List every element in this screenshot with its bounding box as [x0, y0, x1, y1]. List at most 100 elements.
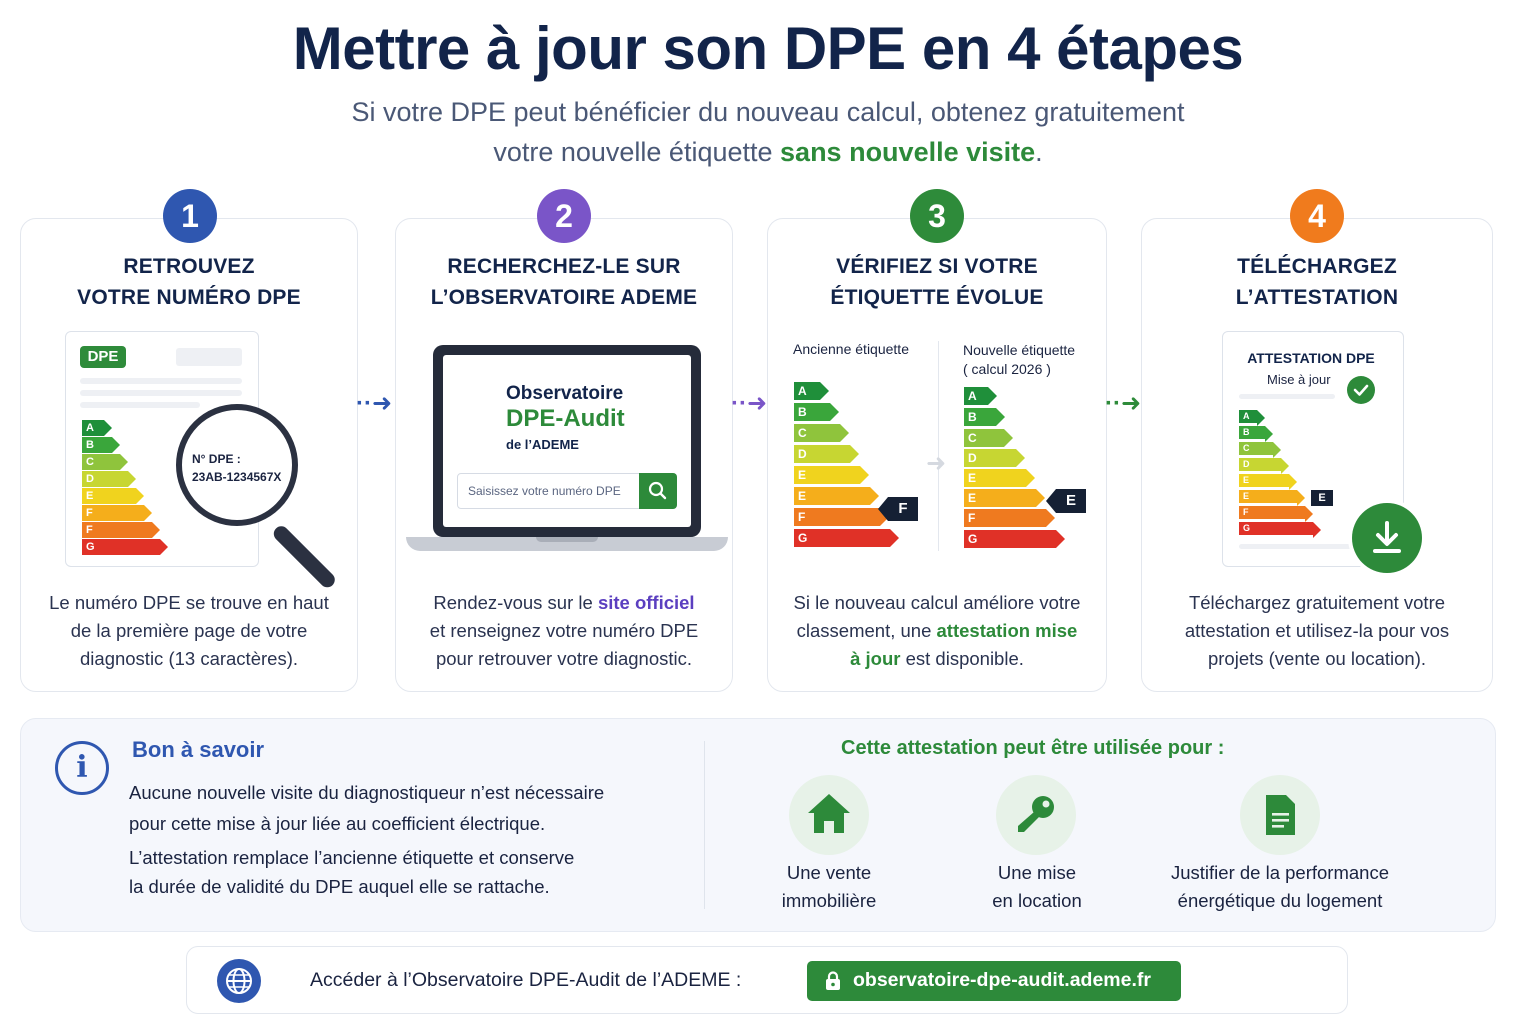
desc-line: diagnostic (13 caractères). [80, 648, 298, 669]
step-title-line2: L’ATTESTATION [1235, 286, 1399, 309]
footer-label: Accéder à l’Observatoire DPE-Audit de l’… [310, 969, 742, 991]
desc-highlight: à jour [850, 648, 901, 669]
desc-line: classement, une [796, 620, 937, 641]
page-title: Mettre à jour son DPE en 4 étapes [292, 15, 1244, 82]
subtitle-highlight: sans nouvelle visite [780, 137, 1036, 167]
new-bar-g: G [964, 530, 1065, 548]
desc-line: Le numéro DPE se trouve en haut [49, 592, 329, 613]
attestation-bar-g: G [1239, 522, 1321, 538]
new-bar-d: D [964, 449, 1025, 467]
info-line: Aucune nouvelle visite du diagnostiqueur… [129, 782, 605, 803]
energy-bar-b: B [82, 437, 120, 453]
step-card-4: 4 TÉLÉCHARGEZ L’ATTESTATION ATTESTATION … [1141, 189, 1493, 692]
page-subtitle: Si votre DPE peut bénéficier du nouveau … [268, 92, 1268, 172]
footer-link-button[interactable]: observatoire-dpe-audit.ademe.fr [807, 961, 1181, 1001]
old-bar-d: D [794, 445, 859, 463]
step-description: Si le nouveau calcul améliore votre clas… [782, 589, 1092, 673]
dpe-badge: DPE [80, 346, 126, 368]
attestation-bar-e: E [1239, 474, 1297, 490]
doc-placeholder [176, 348, 242, 366]
transition-arrow-icon: ➜ [926, 450, 947, 477]
attestation-bar-f: F [1239, 506, 1313, 522]
old-bar-f: F [794, 508, 889, 526]
globe-icon [217, 959, 261, 1003]
screen-brand-text: DPE-Audit [506, 405, 625, 432]
use-label-performance: Justifier de la performance énergétique d… [1149, 859, 1411, 915]
step-title-line1: RETROUVEZ [123, 255, 255, 278]
search-button[interactable] [639, 473, 677, 509]
new-bar-b: B [964, 408, 1005, 426]
document-icon [1240, 775, 1320, 855]
info-paragraph-1: Aucune nouvelle visite du diagnostiqueur… [129, 777, 604, 839]
laptop-illustration: Observatoire DPE-Audit de l’ADEME Saisis… [433, 345, 701, 537]
attestation-bar-a: A [1239, 410, 1265, 426]
desc-line: attestation et utilisez-la pour vos [1184, 620, 1450, 641]
desc-line: Rendez-vous sur le [433, 592, 598, 613]
step-title-line2: VOTRE NUMÉRO DPE [77, 286, 301, 309]
old-label-title: Ancienne étiquette [793, 341, 909, 357]
use-line: immobilière [781, 890, 877, 911]
desc-line: Téléchargez gratuitement votre [1188, 592, 1446, 613]
step-card-1: 1 RETROUVEZ VOTRE NUMÉRO DPE DPE A B C D… [20, 189, 358, 692]
new-label-title: Nouvelle étiquette ( calcul 2026 ) [963, 341, 1075, 379]
info-icon: i [55, 741, 109, 795]
laptop-base [406, 537, 728, 551]
magnifier-label: N° DPE : [192, 452, 241, 466]
arrow-right-icon: ··➜ [1105, 390, 1142, 417]
divider [938, 341, 939, 551]
attestation-bar-d: D [1239, 458, 1289, 474]
desc-line: Si le nouveau calcul améliore votre [793, 592, 1081, 613]
doc-line [1239, 544, 1359, 549]
search-placeholder: Saisissez votre numéro DPE [468, 484, 621, 498]
info-panel: i Bon à savoir Aucune nouvelle visite du… [20, 718, 1496, 932]
info-title: Bon à savoir [132, 737, 265, 762]
official-site-link[interactable]: site officiel [597, 592, 695, 613]
arrow-right-icon: ··➜ [731, 390, 768, 417]
energy-bar-e: E [82, 488, 144, 504]
step-description: Téléchargez gratuitement votre attestati… [1156, 589, 1478, 673]
new-label-line2: ( calcul 2026 ) [963, 361, 1051, 377]
old-bar-e2: E [794, 487, 879, 505]
new-rating-tag: E [1046, 489, 1086, 513]
use-line: en location [992, 890, 1082, 911]
attestation-bar-c: C [1239, 442, 1281, 458]
subtitle-line1: Si votre DPE peut bénéficier du nouveau … [351, 97, 1185, 127]
screen-brand: DPE-Audit [506, 405, 625, 433]
subtitle-suffix: . [1035, 137, 1043, 167]
use-line: Une vente [786, 862, 872, 883]
energy-bar-g: G [82, 539, 168, 555]
desc-line: projets (vente ou location). [1207, 648, 1426, 669]
key-icon [996, 775, 1076, 855]
old-bar-e: E [794, 466, 869, 484]
laptop-notch [536, 537, 598, 542]
desc-line: est disponible. [900, 648, 1024, 669]
attestation-rating-tag: E [1311, 490, 1333, 506]
step-title-line1: RECHERCHEZ-LE SUR [447, 255, 681, 278]
search-input[interactable]: Saisissez votre numéro DPE [457, 473, 677, 509]
magnifier-value: 23AB-1234567X [192, 470, 282, 484]
arrow-right-icon: ··➜ [356, 390, 393, 417]
magnifier-icon: N° DPE : 23AB-1234567X [176, 404, 298, 526]
attestation-title: ATTESTATION DPE [1247, 350, 1375, 366]
use-line: Justifier de la performance [1171, 862, 1389, 883]
step-description: Rendez-vous sur le site officiel et rens… [410, 589, 718, 673]
step-number-badge: 4 [1290, 189, 1344, 243]
attestation-bar-b: B [1239, 426, 1273, 442]
old-bar-g: G [794, 529, 899, 547]
step-number-badge: 1 [163, 189, 217, 243]
download-button[interactable] [1352, 503, 1422, 573]
desc-line: pour retrouver votre diagnostic. [435, 648, 693, 669]
energy-bar-d: D [82, 471, 136, 487]
info-line: la durée de validité du DPE auquel elle … [129, 876, 550, 897]
info-line: L’attestation remplace l’ancienne étique… [129, 847, 575, 868]
step-card-3: 3 VÉRIFIEZ SI VOTRE ÉTIQUETTE ÉVOLUE Anc… [767, 189, 1107, 692]
new-bar-a: A [964, 387, 997, 405]
old-bar-c: C [794, 424, 849, 442]
step-card-2: 2 RECHERCHEZ-LE SUR L’OBSERVATOIRE ADEME… [395, 189, 733, 692]
energy-bar-c: C [82, 454, 128, 470]
new-label-line1: Nouvelle étiquette [963, 342, 1076, 358]
step-title-line2: L’OBSERVATOIRE ADEME [430, 286, 698, 309]
step-description: Le numéro DPE se trouve en haut de la pr… [35, 589, 343, 673]
info-divider [704, 741, 705, 909]
laptop-screen: Observatoire DPE-Audit de l’ADEME Saisis… [443, 355, 691, 527]
